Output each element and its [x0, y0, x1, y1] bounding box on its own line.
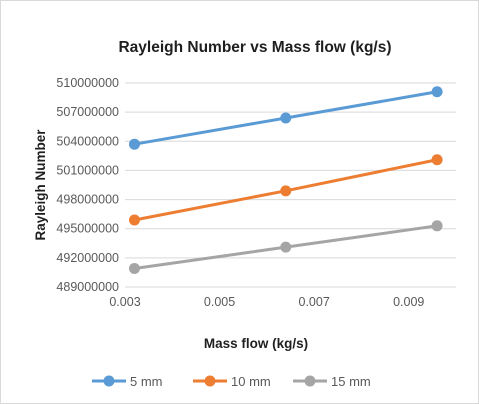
y-tick-label: 510000000 [56, 76, 119, 90]
data-point [431, 86, 443, 98]
y-tick-label: 507000000 [56, 105, 119, 119]
series-10-mm [128, 154, 443, 226]
legend-label: 15 mm [331, 374, 371, 389]
y-tick-label: 504000000 [56, 134, 119, 148]
series-5-mm [128, 86, 443, 150]
legend-label: 10 mm [231, 374, 271, 389]
y-tick-label: 501000000 [56, 163, 119, 177]
data-point [128, 263, 140, 275]
data-point [280, 241, 292, 253]
y-tick-label: 489000000 [56, 280, 119, 294]
legend-marker [103, 375, 115, 387]
x-tick-label: 0.003 [109, 295, 140, 309]
data-point [280, 112, 292, 124]
x-tick-label: 0.005 [204, 295, 235, 309]
y-axis-ticks: 510000000 507000000 504000000 501000000 4980… [56, 76, 119, 294]
data-point [280, 185, 292, 197]
chart-title: Rayleigh Number vs Mass flow (kg/s) [118, 39, 391, 56]
legend-item: 10 mm [193, 374, 271, 389]
series-layer [128, 86, 443, 275]
y-tick-label: 495000000 [56, 222, 119, 236]
x-tick-label: 0.009 [393, 295, 424, 309]
legend-marker [304, 375, 316, 387]
y-axis-title: Rayleigh Number [33, 129, 48, 241]
x-axis-title: Mass flow (kg/s) [204, 336, 308, 351]
legend: 5 mm 10 mm 15 mm [92, 374, 371, 389]
data-point [431, 154, 443, 166]
gridlines [125, 82, 456, 259]
y-tick-label: 492000000 [56, 251, 119, 265]
series-15-mm [128, 220, 443, 275]
data-point [431, 220, 443, 232]
data-point [128, 138, 140, 150]
x-axis-ticks: 0.003 0.005 0.007 0.009 [109, 295, 424, 309]
legend-label: 5 mm [130, 374, 163, 389]
x-tick-label: 0.007 [299, 295, 330, 309]
y-tick-label: 498000000 [56, 193, 119, 207]
legend-item: 15 mm [293, 374, 371, 389]
legend-item: 5 mm [92, 374, 163, 389]
legend-marker [204, 375, 216, 387]
data-point [128, 214, 140, 226]
